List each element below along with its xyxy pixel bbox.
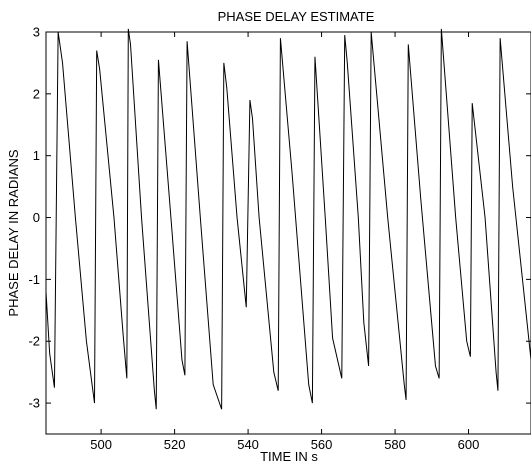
plot-area-frame (45, 31, 531, 435)
x-axis-ticks: 500 520 540 560 580 600 (90, 32, 479, 452)
y-axis-ticks: -3 -2 -1 0 1 2 3 (28, 25, 531, 411)
y-axis-label: PHASE DELAY IN RADIANS (6, 149, 21, 316)
x-tick-label: 600 (458, 437, 480, 452)
x-tick-label: 560 (311, 437, 333, 452)
y-tick-label: 1 (33, 148, 40, 163)
x-tick-label: 520 (164, 437, 186, 452)
y-tick-label: 3 (33, 25, 40, 40)
chart-title: PHASE DELAY ESTIMATE (218, 9, 375, 24)
phase-delay-series-line (45, 28, 531, 410)
x-axis-label: TIME IN s (260, 449, 318, 464)
y-tick-label: 0 (33, 210, 40, 225)
y-tick-label: -2 (28, 334, 40, 349)
x-tick-label: 580 (384, 437, 406, 452)
x-tick-label: 500 (90, 437, 112, 452)
y-tick-label: 2 (33, 86, 40, 101)
y-tick-label: -1 (28, 272, 40, 287)
y-tick-label: -3 (28, 396, 40, 411)
x-tick-label: 540 (237, 437, 259, 452)
